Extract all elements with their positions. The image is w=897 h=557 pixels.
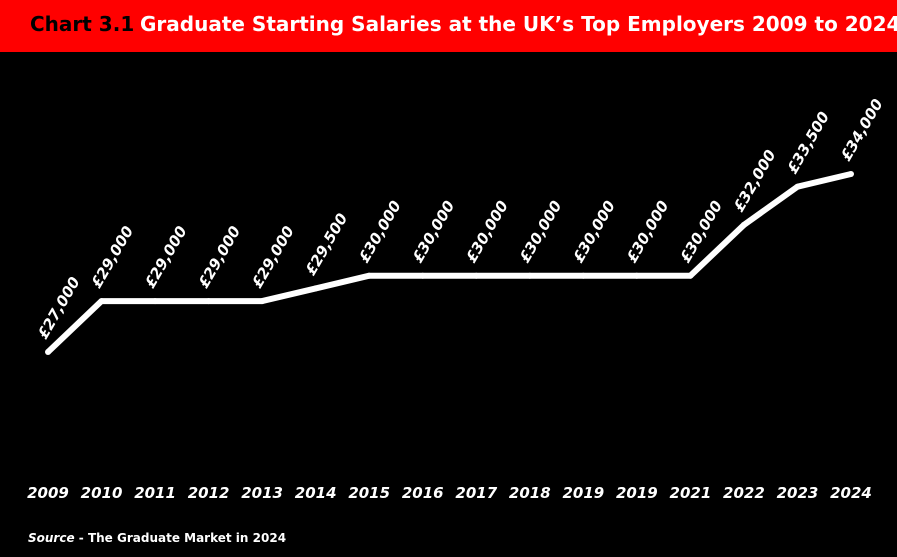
x-tick-label: 2024 <box>830 484 872 502</box>
data-label: £30,000 <box>462 198 512 266</box>
source-note: Source - The Graduate Market in 2024 <box>28 531 286 545</box>
data-point <box>740 221 747 228</box>
data-point <box>152 298 159 305</box>
data-label: £29,000 <box>248 223 298 291</box>
data-point <box>794 183 801 190</box>
data-label: £29,000 <box>141 223 191 291</box>
data-label: £30,000 <box>623 198 673 266</box>
x-tick-label: 2016 <box>402 484 444 502</box>
data-label: £33,500 <box>783 109 833 177</box>
data-label: £30,000 <box>676 198 726 266</box>
source-text: - The Graduate Market in 2024 <box>74 531 287 545</box>
x-tick-label: 2017 <box>455 484 497 502</box>
x-tick-label: 2022 <box>723 484 765 502</box>
x-tick-label: 2012 <box>188 484 230 502</box>
data-point <box>205 298 212 305</box>
data-point <box>633 272 640 279</box>
x-tick-label: 2015 <box>348 484 390 502</box>
data-label: £27,000 <box>34 274 84 342</box>
x-tick-label: 2021 <box>670 484 712 502</box>
x-tick-label: 2009 <box>27 484 69 502</box>
x-tick-label: 2023 <box>777 484 819 502</box>
data-label: £29,000 <box>194 223 244 291</box>
x-tick-label: 2013 <box>241 484 283 502</box>
series-line-layer <box>45 171 854 355</box>
salary-series-line <box>45 171 852 355</box>
data-point <box>848 171 854 177</box>
x-tick-label: 2011 <box>134 484 176 502</box>
data-point <box>419 272 426 279</box>
x-tick-label: 2014 <box>295 484 337 502</box>
x-tick-label: 2010 <box>81 484 123 502</box>
data-label: £30,000 <box>516 198 566 266</box>
chart-number-label: Chart 3.1 <box>30 12 135 36</box>
data-label: £29,000 <box>87 223 137 291</box>
data-label: £30,000 <box>569 198 619 266</box>
data-label: £29,500 <box>302 210 352 278</box>
x-tick-label: 2019 <box>562 484 604 502</box>
data-label: £30,000 <box>409 198 459 266</box>
x-tick-label-layer: 2009 2010 2011 2012 2013 2014 2015 2016 2017 2018… <box>27 484 872 502</box>
chart-title: Graduate Starting Salaries at the UK’s T… <box>140 12 897 36</box>
x-tick-label: 2018 <box>509 484 551 502</box>
x-tick-label: 2019 <box>616 484 658 502</box>
data-point <box>98 298 105 305</box>
data-label: £30,000 <box>355 198 405 266</box>
data-point <box>687 272 694 279</box>
data-point <box>473 272 480 279</box>
source-label: Source <box>28 531 75 545</box>
data-point <box>580 272 587 279</box>
data-label: £34,000 <box>837 96 887 164</box>
data-label-layer: £27,000£29,000 £29,000 £29,000 £29,000 £29,5… <box>34 96 887 342</box>
data-point <box>526 272 533 279</box>
chart-header: Chart 3.1 Graduate Starting Salaries at … <box>0 0 897 52</box>
data-point <box>312 285 319 292</box>
line-chart: £27,000£29,000 £29,000 £29,000 £29,000 £29,5… <box>27 96 887 502</box>
data-point <box>259 298 266 305</box>
data-point <box>366 272 373 279</box>
data-point <box>45 349 51 355</box>
